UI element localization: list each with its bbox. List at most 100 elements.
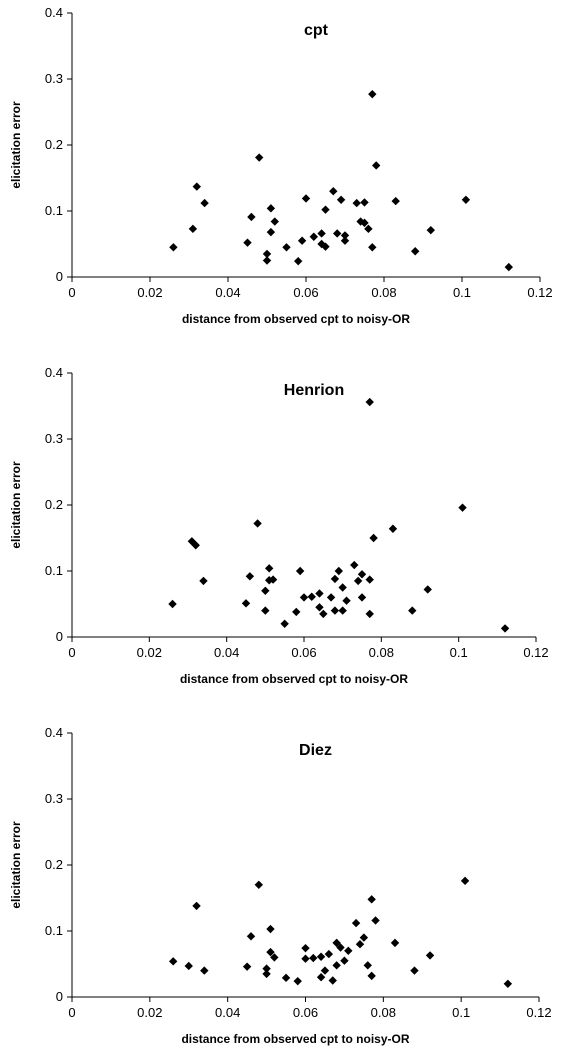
data-point xyxy=(315,589,324,598)
data-point xyxy=(372,161,381,170)
data-point xyxy=(317,229,326,238)
data-point xyxy=(168,599,177,609)
data-point xyxy=(262,249,272,259)
data-point xyxy=(363,961,372,970)
x-tick-label: 0.1 xyxy=(452,1005,470,1020)
data-point xyxy=(266,204,276,213)
x-tick-label: 0.02 xyxy=(137,1005,162,1020)
data-point xyxy=(371,916,380,925)
data-point xyxy=(297,236,307,245)
data-point xyxy=(328,976,337,985)
data-point xyxy=(261,586,270,595)
data-point xyxy=(266,947,275,957)
data-point xyxy=(309,232,318,241)
data-point xyxy=(262,964,271,973)
y-tick-label: 0.2 xyxy=(45,137,63,152)
data-point xyxy=(333,229,342,238)
y-tick-label: 0.4 xyxy=(45,5,63,20)
data-point xyxy=(332,961,341,970)
data-point xyxy=(295,566,305,576)
data-point xyxy=(192,182,201,191)
y-tick-label: 0.1 xyxy=(45,923,63,938)
x-tick-label: 0 xyxy=(68,645,75,660)
data-point xyxy=(316,973,326,982)
data-point xyxy=(253,519,262,528)
data-point xyxy=(367,895,376,904)
data-point xyxy=(191,541,200,550)
data-point xyxy=(320,966,330,975)
data-point xyxy=(365,609,374,619)
x-tick-label: 0 xyxy=(68,1005,75,1020)
data-point xyxy=(241,599,251,608)
x-tick-label: 0.12 xyxy=(526,1005,551,1020)
y-tick-label: 0.4 xyxy=(45,365,63,380)
data-point xyxy=(340,231,350,240)
x-tick-label: 0.06 xyxy=(291,645,316,660)
data-point xyxy=(169,243,178,252)
data-point xyxy=(425,951,435,960)
data-point xyxy=(168,957,178,966)
data-point xyxy=(309,953,318,963)
y-tick-label: 0 xyxy=(56,629,63,644)
y-tick-label: 0.2 xyxy=(45,857,63,872)
data-point xyxy=(350,560,359,570)
data-point xyxy=(293,976,302,986)
data-point xyxy=(255,153,264,162)
x-axis-title: distance from observed cpt to noisy-OR xyxy=(181,1032,409,1046)
data-point xyxy=(336,195,346,204)
y-tick-label: 0.3 xyxy=(45,71,63,86)
y-axis-title: elicitation error xyxy=(9,101,23,189)
data-point xyxy=(307,592,316,601)
data-point xyxy=(391,196,400,206)
x-axis-title: distance from observed cpt to noisy-OR xyxy=(182,312,410,326)
y-tick-label: 0.1 xyxy=(45,203,63,218)
data-point xyxy=(321,205,330,214)
data-point xyxy=(357,593,367,602)
data-point xyxy=(262,256,272,265)
data-point xyxy=(254,880,263,889)
x-axis-title: distance from observed cpt to noisy-OR xyxy=(180,672,408,686)
data-point xyxy=(200,966,209,975)
x-tick-label: 0.04 xyxy=(215,1005,240,1020)
data-point xyxy=(268,575,278,584)
data-point xyxy=(344,946,353,955)
data-point xyxy=(338,583,347,592)
data-point xyxy=(426,225,435,235)
data-point xyxy=(315,603,324,612)
data-point xyxy=(368,243,377,252)
data-point xyxy=(330,606,340,615)
data-point xyxy=(423,585,432,594)
data-point xyxy=(390,938,400,948)
data-point xyxy=(388,524,398,533)
data-point xyxy=(192,901,201,911)
data-point xyxy=(184,961,193,971)
y-axis-title: elicitation error xyxy=(9,461,23,549)
data-point xyxy=(340,236,350,245)
data-point xyxy=(408,606,417,615)
data-point xyxy=(367,971,376,981)
data-point xyxy=(369,533,378,543)
data-point xyxy=(299,593,309,602)
data-point xyxy=(243,238,252,247)
data-point xyxy=(334,566,343,576)
data-point xyxy=(365,397,374,407)
chart-title: cpt xyxy=(304,22,329,39)
y-tick-label: 0.1 xyxy=(45,563,63,578)
data-point xyxy=(500,624,510,633)
data-point xyxy=(342,596,351,605)
y-axis-title: elicitation error xyxy=(9,821,23,909)
data-point xyxy=(321,242,330,251)
x-tick-label: 0.02 xyxy=(137,285,162,300)
data-point xyxy=(281,973,291,983)
data-point xyxy=(330,574,340,584)
x-tick-label: 0.02 xyxy=(137,645,162,660)
data-point xyxy=(301,194,311,203)
data-point xyxy=(270,217,279,226)
data-point xyxy=(247,212,256,222)
data-point xyxy=(326,593,336,602)
y-tick-label: 0.3 xyxy=(45,791,63,806)
data-point xyxy=(503,979,513,988)
data-point xyxy=(266,924,275,934)
x-tick-label: 0.08 xyxy=(369,645,394,660)
